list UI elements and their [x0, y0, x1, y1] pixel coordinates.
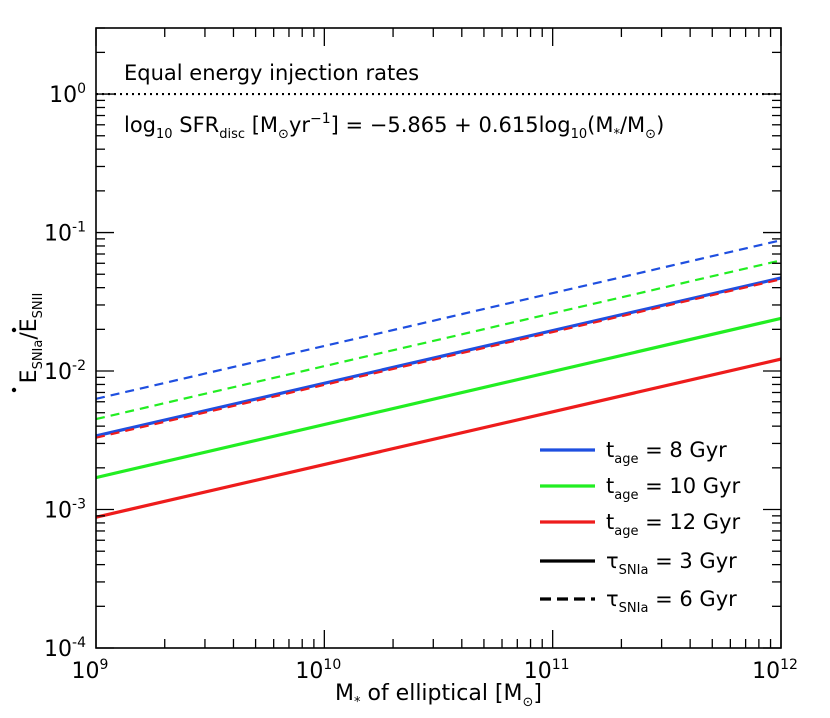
- x-tick-label: 109: [72, 657, 109, 684]
- x-tick-label: 1011: [524, 657, 570, 684]
- series-line-tage-10-tau-3: [96, 316, 781, 480]
- legend-label: tage = 8 Gyr: [606, 438, 727, 467]
- x-tick-label: 1010: [295, 657, 341, 684]
- y-tick-label: 10-2: [44, 358, 86, 385]
- series-line-tage-12-tau-3: [96, 357, 781, 519]
- legend-label: tage = 10 Gyr: [606, 474, 740, 503]
- series-line-tage-12-tau-6: [96, 278, 781, 439]
- x-axis-label: M* of elliptical [M⊙]: [335, 681, 542, 710]
- plot-border: [95, 27, 782, 649]
- sfr-formula: log10 SFRdisc [M⊙yr−1] = −5.865 + 0.615l…: [124, 111, 664, 142]
- series-line-tage-8-tau-6: [96, 239, 781, 400]
- legend-label: τSNIa = 3 Gyr: [606, 549, 737, 578]
- y-tick-label: 10-1: [44, 220, 86, 247]
- y-label-dot: [11, 387, 17, 393]
- ticks-layer: [95, 27, 782, 649]
- legend: tage = 8 Gyr tage = 10 Gyr tage = 12 Gyr τS…: [540, 438, 740, 616]
- y-tick-label: 10-4: [44, 635, 86, 662]
- legend-label: τSNIa = 6 Gyr: [606, 587, 737, 616]
- series-layer: [96, 239, 781, 519]
- y-label-dot: [11, 327, 17, 333]
- legend-label: tage = 12 Gyr: [606, 510, 740, 539]
- y-tick-label: 100: [49, 81, 86, 108]
- plot-frame: [95, 27, 782, 649]
- series-line-tage-10-tau-6: [96, 259, 781, 421]
- series-line-tage-8-tau-3: [96, 276, 781, 438]
- reference-line-label: Equal energy injection rates: [124, 61, 419, 85]
- y-axis-label-group: ESNIa/ESNII: [11, 293, 46, 393]
- y-tick-label: 10-3: [44, 497, 86, 524]
- x-tick-label: 1012: [752, 657, 798, 684]
- y-axis-label: ESNIa/ESNII: [17, 293, 46, 384]
- labels-layer: 109 1010 1011 1012 10-4 10-3 10-2 10-1 100 M* of …: [11, 61, 798, 710]
